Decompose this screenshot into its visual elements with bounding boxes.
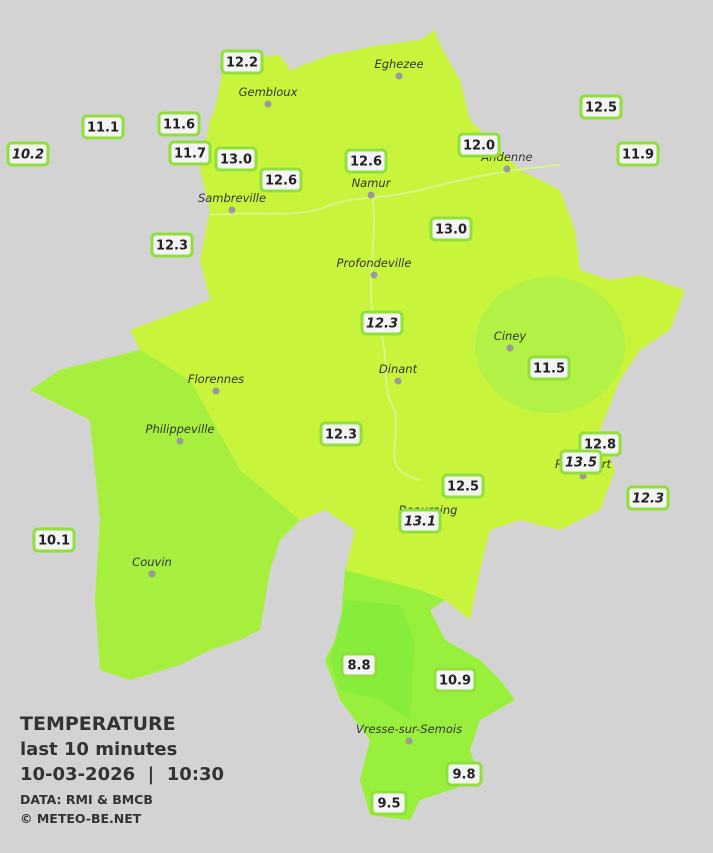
city-label: Dinant: [379, 362, 418, 376]
city-dot: [395, 72, 403, 80]
station-box: [527, 355, 571, 381]
station-value: 13.0: [435, 223, 467, 238]
station-box: [6, 141, 50, 167]
station-value: 13.5: [565, 456, 597, 471]
station-value: 12.3: [156, 239, 188, 254]
station-box: [398, 508, 442, 534]
city-dot: [367, 191, 375, 199]
station-value: 10.1: [38, 534, 70, 549]
station-box: [360, 310, 404, 336]
station-box: [457, 132, 501, 158]
station-box: [370, 790, 408, 816]
station-box: [32, 527, 76, 553]
station-value: 13.1: [404, 515, 436, 530]
station-value: 12.3: [325, 428, 357, 443]
city-dot: [405, 737, 413, 745]
station-box: [441, 473, 485, 499]
city-label: Namur: [352, 176, 392, 190]
city-dot: [370, 271, 378, 279]
station-value: 10.2: [12, 148, 44, 163]
station-box: [433, 667, 477, 693]
station-value: 11.6: [163, 118, 195, 133]
station-value: 12.0: [463, 139, 495, 154]
warm-zone: [475, 277, 625, 413]
station-box: [559, 449, 603, 475]
station-box: [150, 232, 194, 258]
station-value: 12.3: [366, 317, 398, 332]
legend-source: DATA: RMI & BMCB: [20, 792, 153, 807]
station-value: 9.5: [377, 797, 400, 812]
city-label: Couvin: [132, 555, 172, 569]
legend-datetime: 10-03-2026 | 10:30: [20, 764, 224, 785]
station-value: 11.1: [87, 121, 119, 136]
legend-title: TEMPERATURE: [20, 713, 176, 735]
station-box: [259, 167, 303, 193]
station-box: [626, 485, 670, 511]
cool-zone: [30, 350, 300, 680]
station-value: 11.9: [622, 148, 654, 163]
city-dot: [228, 206, 236, 214]
station-box: [168, 140, 212, 166]
city-label: Gembloux: [239, 85, 298, 99]
city-label: Florennes: [188, 372, 244, 386]
city-dot: [148, 570, 156, 578]
station-value: 8.8: [347, 659, 370, 674]
station-value: 12.6: [265, 174, 297, 189]
station-box: [220, 49, 264, 75]
station-value: 12.6: [350, 155, 382, 170]
legend-copyright: © METEO-BE.NET: [20, 811, 142, 826]
legend-subtitle: last 10 minutes: [20, 739, 177, 760]
station-value: 12.8: [584, 438, 616, 453]
station-box: [616, 141, 660, 167]
city-dot: [506, 344, 514, 352]
station-value: 9.8: [452, 768, 475, 783]
station-box: [445, 761, 483, 787]
city-label: Sambreville: [198, 191, 266, 205]
city-label: Eghezee: [374, 57, 423, 71]
city-dot: [212, 387, 220, 395]
station-value: 11.7: [174, 147, 206, 162]
station-box: [429, 216, 473, 242]
city-label: Profondeville: [337, 256, 412, 270]
station-value: 12.3: [632, 492, 664, 507]
station-box: [319, 421, 363, 447]
station-value: 12.5: [585, 101, 617, 116]
station-box: [157, 111, 201, 137]
city-dot: [394, 377, 402, 385]
station-box: [344, 148, 388, 174]
station-value: 12.5: [447, 480, 479, 495]
station-box: [81, 114, 125, 140]
station-box: [579, 94, 623, 120]
city-dot: [264, 100, 272, 108]
city-dot: [503, 165, 511, 173]
station-value: 10.9: [439, 674, 471, 689]
station-box: [214, 146, 258, 172]
station-value: 11.5: [533, 362, 565, 377]
city-label: Philippeville: [146, 422, 215, 436]
station-value: 12.2: [226, 56, 258, 71]
station-value: 13.0: [220, 153, 252, 168]
station-box: [340, 652, 378, 678]
stations: 12.2 11.1 11.6 10.2 11.7 13.0 12.6 12.6 12.0 12.5…: [6, 49, 670, 816]
city-label: Vresse-sur-Semois: [356, 722, 462, 736]
city-label: Ciney: [494, 329, 527, 343]
city-dot: [176, 437, 184, 445]
